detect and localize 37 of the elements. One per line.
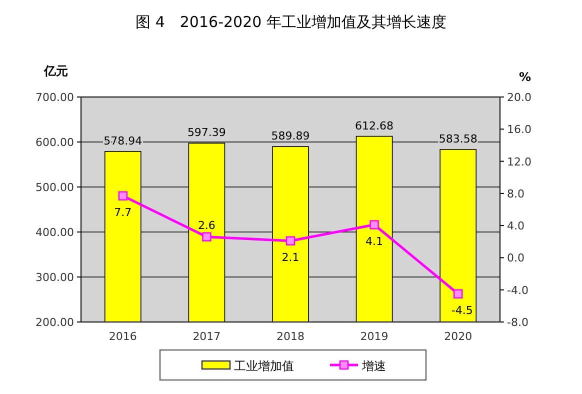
y2-tick-label: 20.0	[507, 91, 532, 104]
point	[370, 220, 379, 230]
data-label: 2.6	[198, 218, 216, 232]
y-tick-label: 500.00	[36, 181, 74, 194]
y2-tick-label: 4.0	[507, 220, 524, 233]
x-tick-label: 2018	[276, 330, 304, 343]
legend-label: 增速	[361, 359, 386, 373]
y-tick-label: 700.00	[36, 91, 74, 104]
x-tick-label: 2019	[360, 330, 388, 343]
point	[118, 191, 128, 200]
y-tick-label: 400.00	[36, 226, 74, 239]
y2-tick-label: -8.0	[507, 316, 528, 329]
y-axis-title: 亿元	[43, 64, 68, 78]
y2-tick-label: 0.0	[507, 252, 524, 265]
y2-tick-label: 16.0	[507, 123, 532, 136]
y2-tick-label: 12.0	[507, 155, 532, 168]
legend-label: 工业增加值	[234, 359, 294, 373]
data-label: 4.1	[366, 234, 384, 248]
x-tick-label: 2017	[192, 330, 221, 343]
data-label: 7.7	[114, 206, 132, 219]
data-label: 612.68	[355, 119, 394, 132]
data-label: -4.5	[451, 304, 473, 317]
data-label: 597.39	[187, 126, 226, 140]
y2-tick-label: 8.0	[507, 187, 524, 200]
y-tick-label: 300.00	[36, 271, 74, 284]
point	[202, 232, 212, 242]
point	[286, 236, 296, 246]
data-label: 589.89	[271, 130, 310, 143]
point	[454, 289, 463, 298]
x-tick-label: 2020	[444, 330, 472, 343]
y2-tick-label: -4.0	[507, 284, 528, 297]
y-tick-label: 200.00	[36, 316, 74, 329]
data-label: 2.1	[282, 250, 300, 264]
chart-title: 图 4 2016-2020 年工业增加值及其增长速度	[136, 13, 446, 31]
y-tick-label: 600.00	[36, 136, 74, 149]
x-tick-label: 2016	[108, 330, 137, 343]
y2-axis-title: %	[518, 70, 532, 84]
